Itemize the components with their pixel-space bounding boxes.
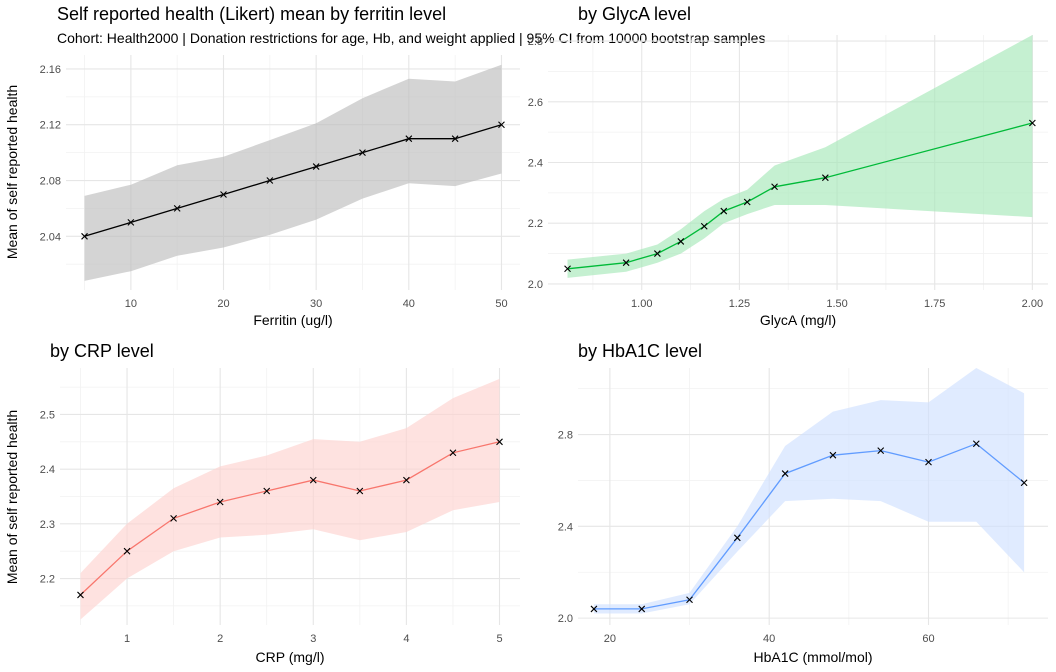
- mean-line: [84, 124, 502, 237]
- data-point: [123, 547, 131, 555]
- x-axis-title: GlycA (mg/l): [760, 312, 836, 328]
- x-tick-label: 60: [922, 633, 934, 645]
- x-axis-title: HbA1C (mmol/mol): [753, 649, 872, 665]
- panel-title: by CRP level: [50, 341, 154, 361]
- data-point: [359, 149, 366, 157]
- panel-title: by HbA1C level: [578, 341, 702, 361]
- data-point: [173, 205, 181, 212]
- data-point: [653, 250, 661, 257]
- data-point: [309, 476, 317, 484]
- y-tick-label: 2.2: [528, 218, 543, 230]
- x-tick-label: 20: [604, 633, 616, 645]
- x-tick-label: 40: [763, 633, 775, 645]
- y-tick-label: 2.04: [40, 231, 61, 243]
- data-point: [700, 222, 708, 230]
- x-tick-label: 1.75: [924, 298, 945, 310]
- data-point: [266, 177, 274, 184]
- data-point: [733, 534, 741, 542]
- panel-crp: 1 2 3 4 5 2.2 2.3 2.4 2.5 CRP (mg/l) Mean of self …: [4, 341, 520, 665]
- x-tick-label: 1.25: [729, 298, 750, 310]
- x-tick-label: 2.00: [1022, 298, 1043, 310]
- data-point: [771, 183, 778, 191]
- x-axis-title: Ferritin (ug/l): [253, 312, 332, 328]
- data-point: [877, 447, 885, 454]
- data-point: [638, 605, 646, 613]
- data-point: [405, 135, 413, 143]
- x-tick-label: 40: [403, 298, 415, 310]
- data-point: [829, 451, 837, 459]
- data-point: [220, 191, 227, 198]
- data-point: [743, 198, 751, 206]
- x-tick-label: 4: [403, 633, 409, 645]
- data-point: [564, 265, 571, 273]
- data-point: [972, 440, 980, 448]
- y-tick-label: 2.4: [558, 521, 573, 533]
- y-tick-label: 2.08: [40, 176, 61, 188]
- data-point: [496, 438, 503, 446]
- data-point: [590, 605, 598, 613]
- data-point: [686, 596, 693, 604]
- data-point: [356, 487, 364, 495]
- data-point: [677, 238, 685, 245]
- data-point: [216, 498, 224, 506]
- data-point: [622, 259, 630, 267]
- y-tick-label: 2.0: [528, 279, 543, 291]
- y-tick-label: 2.2: [40, 574, 55, 586]
- mean-line: [593, 442, 1025, 610]
- x-tick-label: 2: [217, 633, 223, 645]
- panel-hba1c: 20 40 60 2.0 2.4 2.8 HbA1C (mmol/mol) by HbA1C …: [558, 341, 1048, 665]
- confidence-ribbon: [567, 35, 1033, 278]
- y-tick-label: 2.8: [558, 430, 573, 442]
- figure-subtitle: Cohort: Health2000 | Donation restrictio…: [57, 30, 765, 46]
- y-tick-label: 2.16: [40, 64, 61, 76]
- x-tick-label: 1.00: [631, 298, 652, 310]
- panel-glyca: 1.00 1.25 1.50 1.75 2.00 2.0 2.2 2.4 2.6 2.8 GlycA…: [528, 4, 1048, 328]
- x-tick-label: 30: [310, 298, 322, 310]
- y-tick-label: 2.5: [40, 409, 55, 421]
- mean-line: [567, 122, 1033, 270]
- y-axis-title: Mean of self reported health: [4, 85, 20, 259]
- data-point: [81, 232, 88, 240]
- data-point: [127, 218, 135, 226]
- data-point: [821, 174, 829, 182]
- data-point: [77, 591, 84, 599]
- confidence-ribbon: [593, 368, 1025, 614]
- mean-line: [80, 441, 500, 596]
- data-point: [1020, 479, 1028, 487]
- data-point: [925, 458, 932, 466]
- confidence-ribbon: [84, 64, 502, 281]
- data-point: [449, 449, 457, 457]
- panel-title: by GlycA level: [578, 4, 691, 24]
- data-point: [451, 135, 459, 143]
- figure-title: Self reported health (Likert) mean by fe…: [57, 4, 446, 24]
- x-tick-label: 10: [125, 298, 137, 310]
- data-point: [403, 476, 410, 484]
- x-tick-label: 1: [124, 633, 130, 645]
- y-tick-label: 2.12: [40, 120, 61, 132]
- y-tick-label: 2.3: [40, 519, 55, 531]
- x-tick-label: 1.50: [826, 298, 847, 310]
- data-point: [1028, 119, 1036, 127]
- y-tick-label: 2.8: [528, 36, 543, 48]
- data-point: [781, 470, 789, 477]
- data-point: [720, 207, 728, 215]
- data-point: [312, 163, 320, 170]
- data-point: [498, 121, 505, 129]
- x-tick-label: 5: [496, 633, 502, 645]
- y-tick-label: 2.4: [528, 158, 543, 170]
- x-tick-label: 50: [495, 298, 507, 310]
- x-tick-label: 20: [217, 298, 229, 310]
- y-tick-label: 2.6: [528, 97, 543, 109]
- y-tick-label: 2.0: [558, 613, 573, 625]
- x-axis-title: CRP (mg/l): [256, 649, 325, 665]
- panel-ferritin: 10 20 30 40 50 2.04 2.08 2.12 2.16 Ferritin (ug/l…: [4, 55, 520, 328]
- y-tick-label: 2.4: [40, 464, 55, 476]
- data-point: [170, 514, 177, 522]
- y-axis-title: Mean of self reported health: [4, 410, 20, 584]
- data-point: [263, 487, 271, 495]
- confidence-ribbon: [80, 378, 500, 620]
- x-tick-label: 3: [310, 633, 316, 645]
